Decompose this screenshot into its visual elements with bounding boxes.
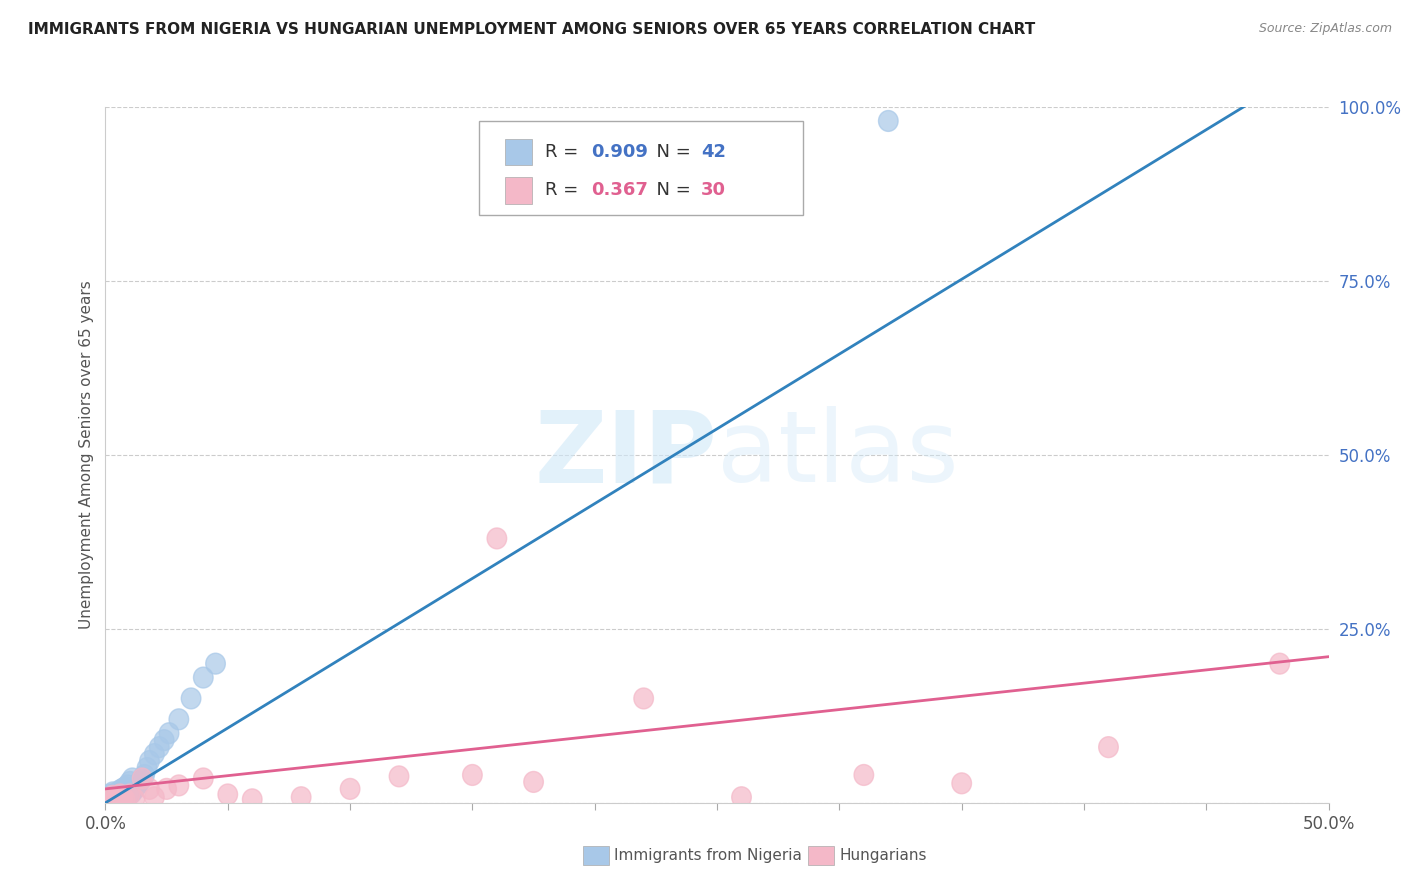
Ellipse shape [634,688,654,709]
Ellipse shape [524,772,543,792]
Ellipse shape [169,775,188,796]
Ellipse shape [118,786,138,806]
Ellipse shape [242,789,262,810]
Ellipse shape [101,789,120,810]
Ellipse shape [125,779,145,799]
Text: 42: 42 [702,143,725,161]
Ellipse shape [129,772,149,792]
Ellipse shape [103,789,122,810]
Ellipse shape [115,789,135,810]
Text: 30: 30 [702,181,725,199]
Ellipse shape [110,780,129,801]
Ellipse shape [139,751,159,772]
Ellipse shape [132,768,152,789]
Ellipse shape [879,111,898,131]
Ellipse shape [218,784,238,805]
Text: Hungarians: Hungarians [839,848,927,863]
Ellipse shape [952,772,972,794]
Ellipse shape [157,779,176,799]
Ellipse shape [159,723,179,744]
Ellipse shape [145,744,165,764]
Ellipse shape [112,787,132,807]
FancyBboxPatch shape [478,121,803,215]
FancyBboxPatch shape [505,138,533,165]
Ellipse shape [132,768,152,789]
Ellipse shape [120,784,139,805]
Ellipse shape [105,784,125,805]
Ellipse shape [145,787,165,807]
Text: R =: R = [544,181,583,199]
Ellipse shape [101,789,120,810]
Y-axis label: Unemployment Among Seniors over 65 years: Unemployment Among Seniors over 65 years [79,281,94,629]
Ellipse shape [105,789,125,810]
Ellipse shape [181,688,201,709]
Ellipse shape [115,777,135,798]
Ellipse shape [194,768,214,789]
Text: N =: N = [645,181,696,199]
Ellipse shape [101,787,120,807]
Text: Immigrants from Nigeria: Immigrants from Nigeria [614,848,803,863]
Ellipse shape [155,730,174,751]
Text: Source: ZipAtlas.com: Source: ZipAtlas.com [1258,22,1392,36]
Ellipse shape [118,775,138,796]
Ellipse shape [853,764,873,786]
Ellipse shape [149,737,169,757]
Text: R =: R = [544,143,583,161]
Ellipse shape [125,789,145,810]
Ellipse shape [731,787,751,807]
Ellipse shape [1270,653,1289,674]
Ellipse shape [291,787,311,807]
Ellipse shape [340,779,360,799]
Text: 0.909: 0.909 [591,143,648,161]
Ellipse shape [105,789,125,810]
Text: IMMIGRANTS FROM NIGERIA VS HUNGARIAN UNEMPLOYMENT AMONG SENIORS OVER 65 YEARS CO: IMMIGRANTS FROM NIGERIA VS HUNGARIAN UNE… [28,22,1035,37]
Ellipse shape [122,782,142,803]
Ellipse shape [98,789,118,810]
Ellipse shape [122,768,142,789]
Ellipse shape [194,667,214,688]
Text: ZIP: ZIP [534,407,717,503]
Ellipse shape [128,775,148,796]
Ellipse shape [139,779,159,799]
Ellipse shape [169,709,188,730]
Ellipse shape [486,528,506,549]
Ellipse shape [120,772,139,792]
Ellipse shape [112,779,132,799]
Ellipse shape [108,786,128,806]
Ellipse shape [1098,737,1118,757]
Ellipse shape [103,786,122,806]
Ellipse shape [389,766,409,787]
Text: 0.367: 0.367 [591,181,648,199]
Text: atlas: atlas [717,407,959,503]
Ellipse shape [108,782,128,803]
Text: N =: N = [645,143,696,161]
Ellipse shape [112,787,132,807]
Ellipse shape [463,764,482,786]
Ellipse shape [205,653,225,674]
Ellipse shape [110,784,129,805]
Ellipse shape [108,787,128,807]
Ellipse shape [105,787,125,807]
FancyBboxPatch shape [505,178,533,203]
Ellipse shape [98,789,118,810]
Ellipse shape [98,787,118,807]
Ellipse shape [103,782,122,803]
Ellipse shape [108,789,128,810]
Ellipse shape [110,787,129,807]
Ellipse shape [115,786,135,806]
Ellipse shape [135,764,155,786]
Ellipse shape [138,757,157,779]
Ellipse shape [103,787,122,807]
Ellipse shape [120,784,139,805]
Ellipse shape [101,784,120,805]
